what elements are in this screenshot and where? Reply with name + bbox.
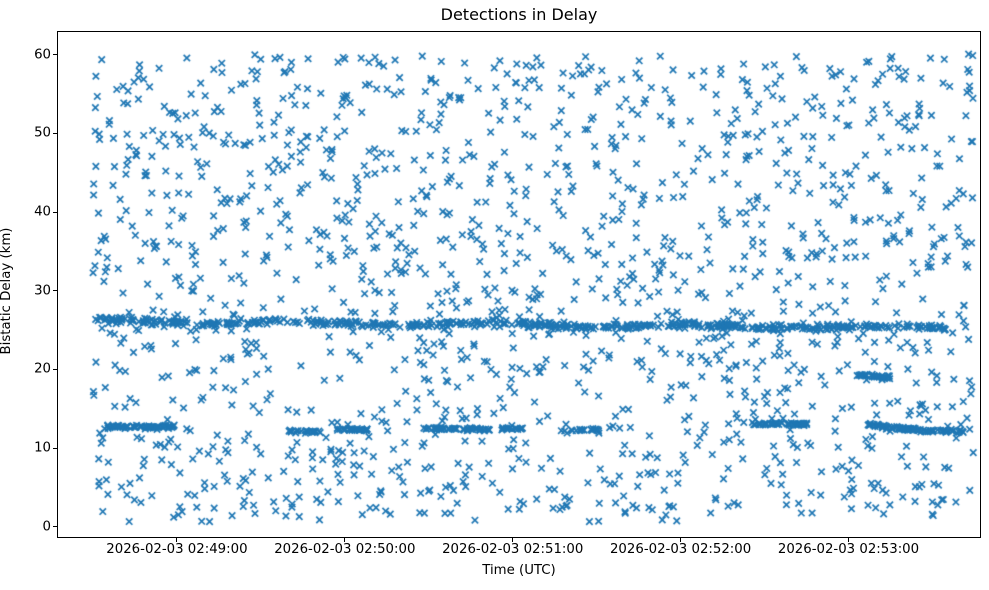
y-tick-mark (53, 290, 57, 292)
y-tick-mark (53, 447, 57, 449)
x-tick-label: 2026-02-03 02:51:00 (442, 542, 584, 557)
y-axis-label: Bistatic Delay (km) (0, 227, 14, 355)
x-tick-label: 2026-02-03 02:50:00 (274, 542, 416, 557)
y-tick-label: 0 (42, 519, 51, 535)
x-tick-mark (847, 538, 849, 542)
y-tick-label: 20 (34, 361, 51, 377)
x-tick-mark (176, 538, 178, 542)
x-tick-label: 2026-02-03 02:49:00 (106, 542, 248, 557)
y-tick-label: 50 (34, 125, 51, 141)
y-tick-mark (53, 526, 57, 528)
y-tick-mark (53, 132, 57, 134)
x-tick-mark (344, 538, 346, 542)
chart-title: Detections in Delay (440, 5, 598, 24)
y-tick-label: 10 (34, 440, 51, 456)
y-tick-mark (53, 54, 57, 56)
y-tick-label: 60 (34, 47, 51, 63)
y-tick-label: 40 (34, 204, 51, 220)
x-axis-label: Time (UTC) (482, 563, 556, 578)
x-tick-mark (512, 538, 514, 542)
x-tick-mark (680, 538, 682, 542)
x-tick-label: 2026-02-03 02:52:00 (609, 542, 752, 557)
plot-area (57, 31, 981, 538)
y-tick-mark (53, 368, 57, 370)
x-tick-label: 2026-02-03 02:53:00 (777, 542, 920, 557)
y-tick-label: 30 (34, 283, 51, 299)
y-tick-mark (53, 211, 57, 213)
